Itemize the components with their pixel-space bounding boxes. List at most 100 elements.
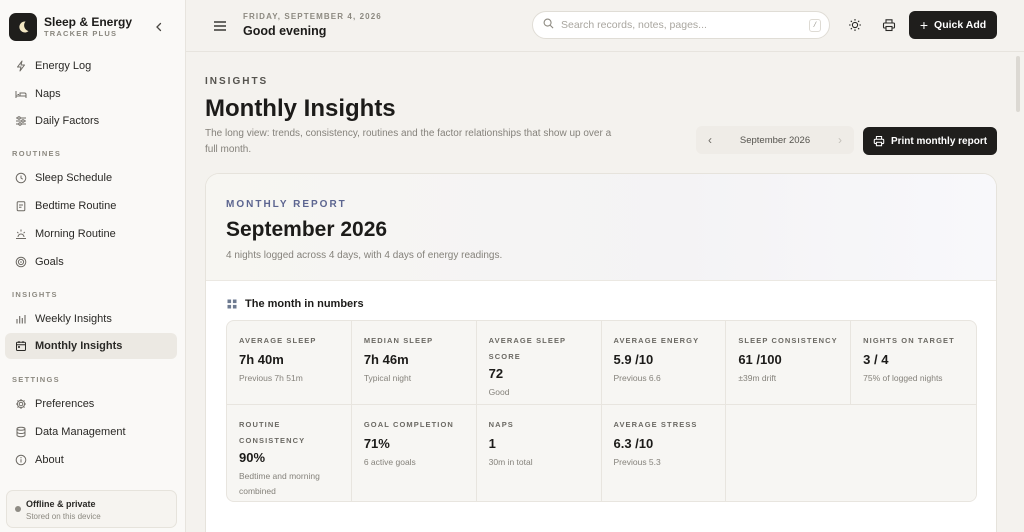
stat-card: AVERAGE SLEEP 7h 40m Previous 7h 51m — [227, 321, 352, 405]
page-title: Monthly Insights — [205, 95, 396, 122]
stat-note: 6 active goals — [363, 457, 416, 467]
report-title: September 2026 — [226, 218, 388, 241]
previous-month-chevron-left-icon[interactable]: ‹ — [708, 133, 712, 147]
sun-theme-toggle-icon[interactable] — [847, 17, 863, 33]
sidebar-item-bedtime-routine[interactable]: Bedtime Routine — [5, 193, 177, 219]
scrollbar-thumb[interactable] — [1016, 56, 1020, 112]
collapse-sidebar-chevron-left-icon[interactable] — [151, 19, 167, 35]
status-dot-icon — [15, 506, 21, 512]
calendar-icon — [14, 339, 28, 353]
clock-icon — [14, 171, 28, 185]
stat-note: Typical night — [363, 373, 412, 383]
stat-card: GOAL COMPLETION 71% 6 active goals — [352, 405, 477, 501]
sidebar-item-label: Weekly Insights — [35, 313, 112, 325]
sidebar-item-daily-factors[interactable]: Daily Factors — [5, 108, 177, 134]
search-bar[interactable]: / — [532, 11, 830, 39]
quick-add-label: Quick Add — [934, 19, 987, 31]
stat-note: ±39m drift — [738, 373, 777, 383]
brand[interactable]: Sleep & Energy TRACKER PLUS — [9, 13, 132, 41]
gear-icon — [14, 397, 28, 411]
stat-card: NIGHTS ON TARGET 3 / 4 75% of logged nig… — [851, 321, 976, 405]
offline-status-card: Offline & private Stored on this device — [6, 490, 177, 528]
selected-month: September 2026 — [739, 134, 811, 146]
stat-value: 90% — [239, 450, 266, 465]
status-subtitle: Stored on this device — [26, 512, 101, 521]
page-description: The long view: trends, consistency, rout… — [205, 128, 612, 155]
sidebar-item-naps[interactable]: Naps — [5, 81, 177, 107]
sidebar-item-label: Morning Routine — [35, 228, 116, 240]
bar-chart-icon — [14, 312, 28, 326]
menu-hamburger-icon[interactable] — [213, 19, 227, 31]
section-label-settings: SETTINGS — [12, 375, 60, 384]
stat-value: 3 / 4 — [863, 352, 889, 367]
clipboard-icon — [14, 199, 28, 213]
sidebar-item-goals[interactable]: Goals — [5, 249, 177, 275]
stat-value: 61 /100 — [738, 352, 782, 367]
stat-value: 7h 46m — [363, 352, 409, 367]
stat-label: ROUTINE CONSISTENCY — [239, 420, 306, 445]
sidebar-item-label: About — [35, 454, 64, 466]
grid-icon — [227, 299, 237, 309]
page-eyebrow: INSIGHTS — [205, 76, 269, 87]
sliders-icon — [14, 114, 28, 128]
section-label-routines: ROUTINES — [12, 149, 62, 158]
stats-grid: AVERAGE SLEEP 7h 40m Previous 7h 51m MED… — [226, 320, 977, 502]
database-icon — [14, 425, 28, 439]
print-monthly-report-button[interactable]: Print monthly report — [863, 127, 997, 155]
stat-note: Previous 5.3 — [613, 457, 661, 467]
sidebar-item-label: Daily Factors — [35, 115, 100, 127]
stat-value: 71% — [363, 436, 390, 451]
sidebar-item-label: Naps — [35, 88, 61, 100]
sidebar-item-about[interactable]: About — [5, 447, 177, 473]
sidebar-item-sleep-schedule[interactable]: Sleep Schedule — [5, 165, 177, 191]
next-month-chevron-right-icon[interactable]: › — [838, 133, 842, 147]
sidebar-item-morning-routine[interactable]: Morning Routine — [5, 221, 177, 247]
stat-label: AVERAGE SLEEP SCORE — [488, 336, 567, 361]
search-icon — [543, 16, 554, 34]
stat-note: Good — [488, 387, 510, 397]
quick-add-button[interactable]: + Quick Add — [909, 11, 997, 39]
bolt-icon — [14, 59, 28, 73]
stat-label: MEDIAN SLEEP — [363, 336, 434, 345]
monthly-report-card: MONTHLY REPORT September 2026 4 nights l… — [205, 173, 997, 532]
stat-label: GOAL COMPLETION — [363, 420, 454, 429]
stat-label: NIGHTS ON TARGET — [863, 336, 955, 345]
sidebar-item-preferences[interactable]: Preferences — [5, 391, 177, 417]
plus-icon: + — [919, 17, 929, 33]
bed-icon — [14, 87, 28, 101]
stat-label: NAPS — [488, 420, 514, 429]
stat-label: AVERAGE ENERGY — [613, 336, 700, 345]
status-title: Offline & private — [26, 499, 96, 509]
sidebar-item-label: Sleep Schedule — [35, 172, 113, 184]
sidebar-item-weekly-insights[interactable]: Weekly Insights — [5, 306, 177, 332]
stat-card: AVERAGE ENERGY 5.9 /10 Previous 6.6 — [601, 321, 727, 405]
sidebar-item-label: Goals — [35, 256, 64, 268]
stat-note: Previous 7h 51m — [239, 373, 303, 383]
moon-logo-icon — [9, 13, 37, 41]
sunrise-icon — [14, 227, 28, 241]
printer-icon[interactable] — [881, 17, 897, 33]
section-label-insights: INSIGHTS — [12, 290, 58, 299]
stat-value: 72 — [488, 366, 504, 381]
sidebar-item-label: Energy Log — [35, 60, 92, 72]
sidebar-item-energy-log[interactable]: Energy Log — [5, 53, 177, 79]
stat-value: 5.9 /10 — [613, 352, 654, 367]
sidebar-item-monthly-insights[interactable]: Monthly Insights — [5, 333, 177, 359]
sidebar-item-label: Bedtime Routine — [35, 200, 117, 212]
empty-cell — [726, 405, 852, 501]
current-date: FRIDAY, SEPTEMBER 4, 2026 — [243, 12, 382, 21]
search-shortcut-hint: / — [809, 19, 821, 32]
stat-note: 75% of logged nights — [863, 373, 943, 383]
stat-label: AVERAGE STRESS — [613, 420, 698, 429]
sidebar-item-data-management[interactable]: Data Management — [5, 419, 177, 445]
report-header: MONTHLY REPORT September 2026 4 nights l… — [206, 174, 996, 281]
report-subtitle: 4 nights logged across 4 days, with 4 da… — [226, 250, 503, 261]
stat-value: 6.3 /10 — [613, 436, 654, 451]
sidebar: Sleep & Energy TRACKER PLUS Energy Log N… — [0, 0, 186, 532]
stat-card: SLEEP CONSISTENCY 61 /100 ±39m drift — [726, 321, 852, 405]
stat-note: Bedtime and morning combined — [239, 471, 320, 496]
app-subtitle: TRACKER PLUS — [44, 29, 118, 38]
month-selector: ‹ September 2026 › — [696, 126, 854, 154]
search-input[interactable] — [561, 19, 801, 31]
top-header: FRIDAY, SEPTEMBER 4, 2026 Good evening /… — [186, 0, 1024, 52]
